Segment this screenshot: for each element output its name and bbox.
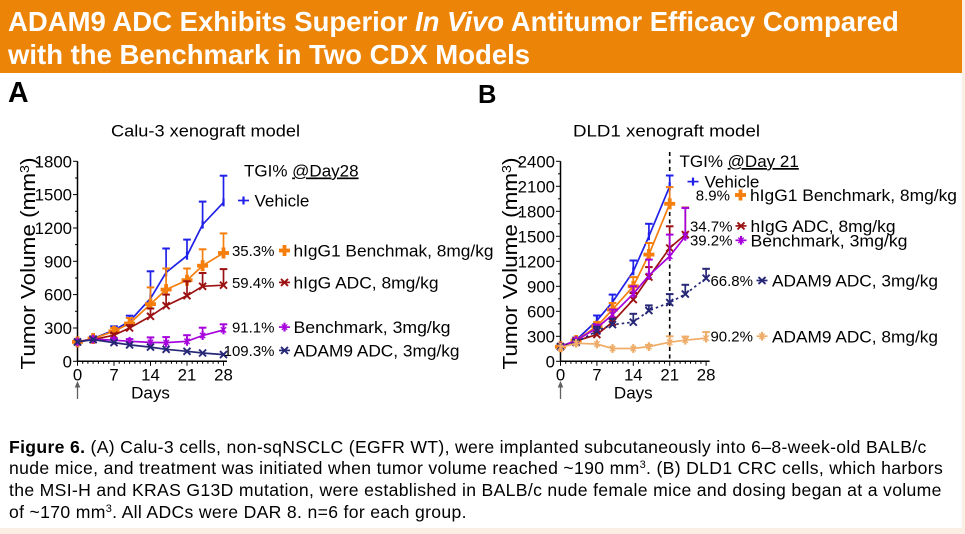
svg-text:1800: 1800 — [35, 152, 72, 171]
svg-text:2400: 2400 — [518, 152, 555, 171]
svg-text:1500: 1500 — [518, 227, 555, 246]
svg-text:hIgG1 Benchmak, 8mg/kg: hIgG1 Benchmak, 8mg/kg — [294, 242, 494, 261]
svg-text:Days: Days — [131, 384, 170, 403]
svg-text:TGI% @Day28: TGI% @Day28 — [244, 162, 359, 181]
svg-text:hIgG ADC, 8mg/kg: hIgG ADC, 8mg/kg — [751, 217, 896, 236]
svg-text:91.1%: 91.1% — [232, 320, 275, 337]
svg-text:90.2%: 90.2% — [710, 329, 753, 346]
svg-text:Tumor Volume (mm3): Tumor Volume (mm3) — [17, 158, 40, 370]
svg-text:0: 0 — [73, 366, 82, 385]
svg-text:300: 300 — [44, 319, 72, 338]
svg-text:TGI% @Day 21: TGI% @Day 21 — [680, 152, 799, 171]
svg-text:2100: 2100 — [518, 177, 555, 196]
svg-text:600: 600 — [44, 286, 72, 305]
svg-text:21: 21 — [178, 366, 197, 385]
svg-text:21: 21 — [660, 366, 679, 385]
svg-text:0: 0 — [63, 352, 72, 371]
svg-text:Benchmark, 3mg/kg: Benchmark, 3mg/kg — [751, 231, 908, 250]
svg-text:59.4%: 59.4% — [232, 275, 275, 292]
svg-text:14: 14 — [141, 366, 160, 385]
svg-text:Benchmark, 3mg/kg: Benchmark, 3mg/kg — [294, 318, 451, 337]
svg-text:ADAM9 ADC, 3mg/kg: ADAM9 ADC, 3mg/kg — [294, 342, 460, 361]
svg-text:28: 28 — [214, 366, 233, 385]
svg-text:34.7%: 34.7% — [690, 218, 733, 235]
svg-text:ADAM9 ADC, 3mg/kg: ADAM9 ADC, 3mg/kg — [772, 272, 938, 291]
svg-text:35.3%: 35.3% — [232, 243, 275, 260]
svg-text:Vehicle: Vehicle — [255, 192, 310, 211]
svg-text:DLD1 xenograft model: DLD1 xenograft model — [573, 121, 760, 140]
svg-text:14: 14 — [624, 366, 643, 385]
svg-text:Vehicle: Vehicle — [705, 173, 760, 192]
svg-text:1200: 1200 — [518, 252, 555, 271]
svg-text:900: 900 — [44, 252, 72, 271]
svg-text:Days: Days — [614, 384, 653, 403]
svg-text:39.2%: 39.2% — [690, 233, 733, 250]
svg-text:0: 0 — [556, 366, 565, 385]
svg-text:Tumor Volume (mm3): Tumor Volume (mm3) — [499, 158, 522, 370]
svg-text:hIgG ADC, 8mg/kg: hIgG ADC, 8mg/kg — [294, 274, 439, 293]
svg-text:900: 900 — [527, 277, 555, 296]
svg-text:0: 0 — [546, 352, 555, 371]
svg-text:Calu-3 xenograft model: Calu-3 xenograft model — [111, 121, 300, 140]
svg-text:1200: 1200 — [35, 219, 72, 238]
svg-text:8.9%: 8.9% — [696, 187, 730, 204]
svg-text:7: 7 — [592, 366, 601, 385]
svg-text:300: 300 — [527, 327, 555, 346]
svg-text:hIgG1 Benchmark, 8mg/kg: hIgG1 Benchmark, 8mg/kg — [750, 186, 957, 205]
svg-text:7: 7 — [109, 366, 118, 385]
svg-text:28: 28 — [697, 366, 716, 385]
svg-text:109.3%: 109.3% — [224, 343, 275, 360]
svg-text:1500: 1500 — [35, 186, 72, 205]
svg-text:ADAM9 ADC, 8mg/kg: ADAM9 ADC, 8mg/kg — [772, 327, 938, 346]
svg-text:1800: 1800 — [518, 202, 555, 221]
svg-text:66.8%: 66.8% — [710, 273, 753, 290]
svg-text:600: 600 — [527, 302, 555, 321]
